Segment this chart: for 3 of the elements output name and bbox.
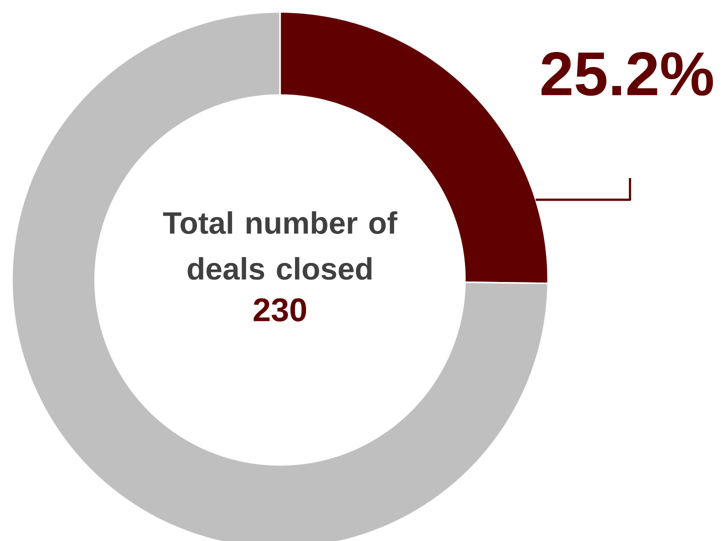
text: Total number of deals closed: [163, 211, 398, 280]
text: 230: [254, 298, 306, 322]
data-label: 25.2%: [542, 52, 713, 96]
